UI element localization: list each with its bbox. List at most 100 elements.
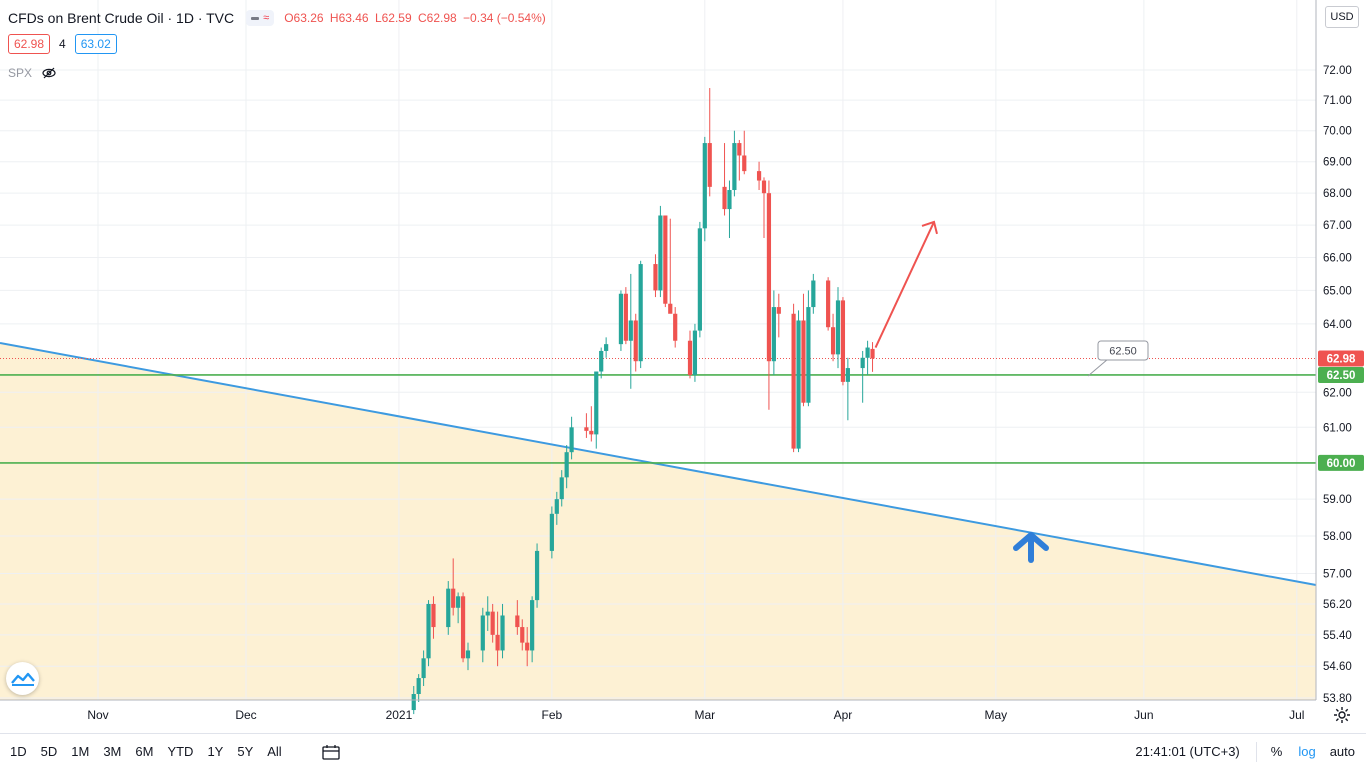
timeframe-1m[interactable]: 1M (71, 744, 90, 759)
candle-body (835, 300, 841, 355)
price-chart[interactable]: 62.50 72.00 71.00 70.00 69.00 68.00 67.00 66.00… (0, 0, 1366, 733)
candle-body (776, 307, 781, 314)
candle-body (663, 215, 668, 304)
time-tick-label: Jul (1289, 708, 1304, 722)
candle-body (534, 550, 540, 601)
time-tick-label: Feb (542, 708, 563, 722)
price-tick-label: 58.00 (1323, 531, 1352, 543)
callout-pointer (1087, 358, 1109, 377)
time-tick-label: 2021 (386, 708, 413, 722)
candle-body (628, 320, 633, 341)
candle-body (668, 303, 673, 314)
candle-body (426, 603, 431, 659)
candle-body (549, 513, 554, 551)
symbol-title[interactable]: CFDs on Brent Crude Oil · 1D · TVC (8, 10, 235, 26)
candle-body (658, 215, 663, 291)
candle-body (618, 293, 624, 345)
settings-gear-icon[interactable] (1332, 705, 1352, 725)
candle-body (594, 371, 599, 435)
candle-body (421, 658, 426, 679)
timeframe-ytd[interactable]: YTD (167, 744, 194, 759)
candle-body (727, 190, 732, 210)
candle-body (870, 348, 875, 359)
hidden-eye-icon[interactable] (42, 67, 56, 79)
low-value: L62.59 (374, 11, 412, 25)
candle-body (766, 193, 772, 362)
time-tick-label: Dec (235, 708, 256, 722)
candle-body (465, 650, 471, 659)
callout-label: 62.50 (1109, 346, 1137, 358)
price-tick-label: 55.40 (1323, 630, 1352, 642)
sell-price-button[interactable]: 62.98 (8, 34, 51, 54)
buy-price-button[interactable]: 63.02 (74, 34, 117, 54)
time-tick-label: Apr (834, 708, 853, 722)
callout-box (1097, 340, 1149, 361)
candle-body (633, 320, 638, 362)
tradingview-logo[interactable] (6, 662, 39, 695)
price-tick-label: 71.00 (1323, 95, 1352, 107)
candle-body (431, 603, 436, 628)
candles (411, 88, 875, 715)
price-tick-label: 66.00 (1323, 253, 1352, 265)
trendline (0, 342, 1317, 586)
candle-body (451, 588, 456, 608)
candle-body (722, 186, 727, 210)
timeframe-3m[interactable]: 3M (103, 744, 122, 759)
candle-body (554, 499, 559, 514)
price-axis: 72.00 71.00 70.00 69.00 68.00 67.00 66.00 65.00… (1315, 0, 1366, 705)
candle-body (653, 264, 658, 291)
price-tick-label: 65.00 (1323, 285, 1352, 297)
candle-body (830, 327, 836, 355)
candle-body (801, 320, 806, 403)
goto-date-icon[interactable] (322, 744, 340, 760)
compare-symbol[interactable]: SPX (8, 66, 33, 80)
logo-icon (10, 672, 35, 686)
candle-body (806, 307, 811, 403)
timeframe-1y[interactable]: 1Y (207, 744, 224, 759)
timeframe-1d[interactable]: 1D (10, 744, 27, 759)
legend-toggle[interactable]: ≈ (246, 10, 275, 26)
candle-body (584, 427, 589, 431)
candle-body (530, 600, 535, 651)
open-value: O63.26 (284, 11, 324, 25)
percent-scale-toggle[interactable]: % (1270, 744, 1283, 759)
projection-arrow (874, 221, 935, 348)
time-axis: Nov Dec 2021 Feb Mar Apr May Jun Jul (0, 699, 1316, 722)
timeframe-5d[interactable]: 5D (40, 744, 58, 759)
grid-lines (0, 0, 1316, 700)
candle-body (638, 264, 643, 362)
candle-body (520, 627, 525, 643)
timeframe-all[interactable]: All (267, 744, 282, 759)
price-tick-label: 69.00 (1323, 157, 1352, 169)
auto-scale-toggle[interactable]: auto (1329, 744, 1355, 759)
clock-timezone[interactable]: 21:41:01 (UTC+3) (1135, 744, 1240, 759)
candle-body (756, 171, 762, 181)
trade-panel: 62.98 4 63.02 (8, 34, 117, 54)
candle-body (702, 143, 707, 229)
compare-legend: SPX (8, 66, 56, 80)
price-tick-label: 62.00 (1323, 387, 1352, 399)
candle-body (865, 347, 870, 358)
level-price-tag: 60.00 (1327, 458, 1356, 470)
candle-body (599, 350, 604, 372)
price-tick-label: 68.00 (1323, 188, 1352, 200)
timeframe-5y[interactable]: 5Y (237, 744, 254, 759)
price-tick-label: 54.60 (1323, 661, 1352, 673)
current-price-tag-bg (1318, 350, 1364, 367)
triangle-zone-fill (0, 343, 1316, 700)
time-tick-label: May (985, 708, 1008, 722)
candle-body (761, 180, 767, 194)
time-tick-label: Mar (694, 708, 715, 722)
price-tick-label: 67.00 (1323, 220, 1352, 232)
divider (1255, 741, 1257, 762)
candle-body (791, 313, 796, 449)
price-axis-bg (1316, 0, 1366, 700)
price-tick-label: 57.00 (1323, 568, 1352, 580)
currency-button[interactable]: USD (1325, 6, 1359, 28)
level-price-tag-bg (1318, 454, 1364, 471)
log-scale-toggle[interactable]: log (1298, 744, 1316, 759)
candle-body (485, 611, 490, 616)
price-tick-label: 72.00 (1323, 65, 1352, 77)
candle-body (495, 634, 500, 651)
timeframe-6m[interactable]: 6M (135, 744, 154, 759)
